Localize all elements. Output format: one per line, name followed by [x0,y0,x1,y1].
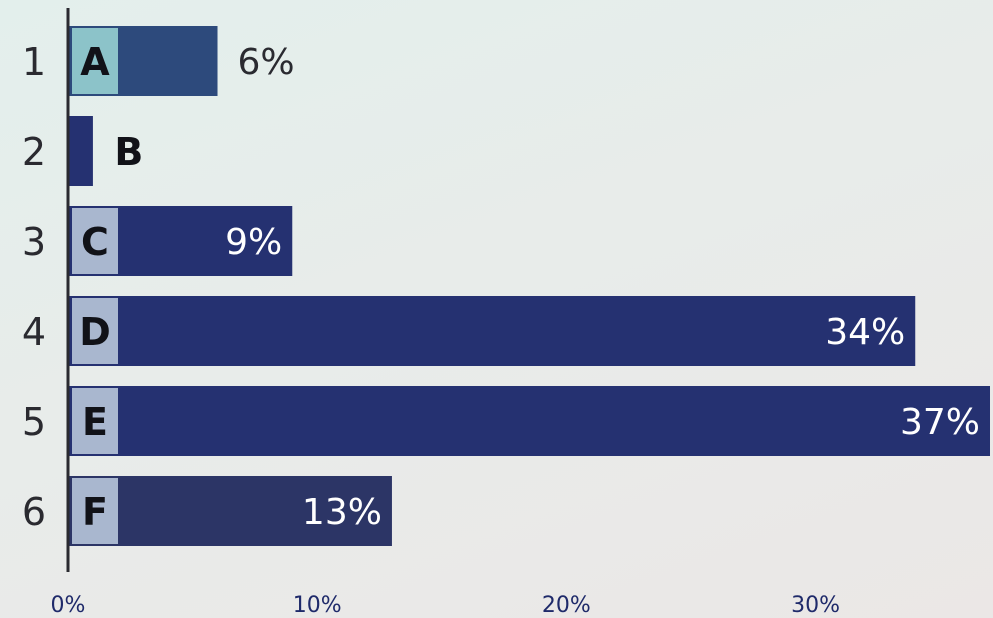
x-axis-ticks: 0% 10% 20% 30% [51,593,840,618]
rank-label: 6 [22,490,46,534]
data-label: 34% [825,312,905,353]
letter-box [72,478,118,544]
data-label: 6% [238,42,295,83]
x-tick-label: 20% [542,593,591,618]
rank-label: 5 [22,400,46,444]
x-tick-label: 10% [293,593,342,618]
category-label: F [82,490,108,534]
data-label: 9% [225,222,282,263]
bar [68,116,93,186]
bar [68,386,990,456]
category-label: E [82,400,108,444]
category-label: A [80,40,110,84]
data-label: 37% [900,402,980,443]
x-tick-label: 30% [791,593,840,618]
category-label: D [79,310,111,354]
category-label: B [114,130,143,174]
bar [68,476,392,546]
bars-group: 1 A 6% 2 B 3 C 9% 4 D 34% 5 E 37% 6 F 13% [22,26,990,546]
category-label: C [81,220,109,264]
letter-box [72,28,118,94]
bar [68,296,916,366]
letter-box [72,208,118,274]
rank-label: 1 [22,40,46,84]
letter-box [72,388,118,454]
rank-label: 3 [22,220,46,264]
data-label: 13% [302,492,382,533]
letter-box [72,298,118,364]
rank-label: 2 [22,130,46,174]
rank-label: 4 [22,310,46,354]
x-tick-label: 0% [51,593,86,618]
